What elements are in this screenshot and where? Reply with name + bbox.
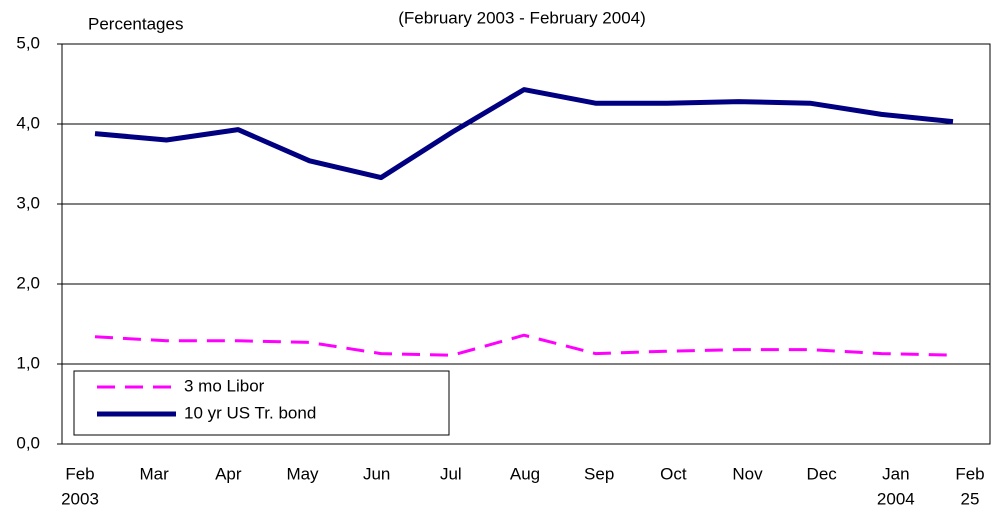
legend-label: 10 yr US Tr. bond [184, 403, 316, 422]
x-tick-label: Mar [140, 464, 170, 483]
y-tick-label: 5,0 [16, 33, 40, 52]
x-tick-label: Feb [955, 464, 984, 483]
series-line [94, 87, 954, 181]
y-tick-label: 3,0 [16, 193, 40, 212]
legend-label: 3 mo Libor [184, 376, 265, 395]
x-tick-label: Sep [584, 464, 614, 483]
x-tick-label: Jul [440, 464, 462, 483]
series-line [94, 333, 954, 357]
legend: 3 mo Libor 10 yr US Tr. bond [73, 370, 450, 436]
y-tick-label: 2,0 [16, 273, 40, 292]
y-tick-label: 4,0 [16, 113, 40, 132]
x-tick-label: Jun [363, 464, 390, 483]
chart-subtitle: (February 2003 - February 2004) [398, 8, 646, 27]
x-tick-sublabel: 25 [961, 489, 980, 508]
x-tick-label: Oct [660, 464, 687, 483]
y-tick-label: 0,0 [16, 433, 40, 452]
x-tick-sublabel: 2004 [877, 489, 915, 508]
x-tick-label: Aug [510, 464, 540, 483]
x-tick-label: Jan [882, 464, 909, 483]
x-tick-sublabel: 2003 [61, 489, 99, 508]
x-tick-label: Feb [65, 464, 94, 483]
legend-box [73, 370, 450, 436]
x-tick-label: Dec [807, 464, 838, 483]
y-axis-label: Percentages [88, 14, 183, 33]
x-tick-label: Apr [215, 464, 242, 483]
y-tick-label: 1,0 [16, 353, 40, 372]
x-tick-label: May [286, 464, 319, 483]
x-tick-label: Nov [732, 464, 763, 483]
